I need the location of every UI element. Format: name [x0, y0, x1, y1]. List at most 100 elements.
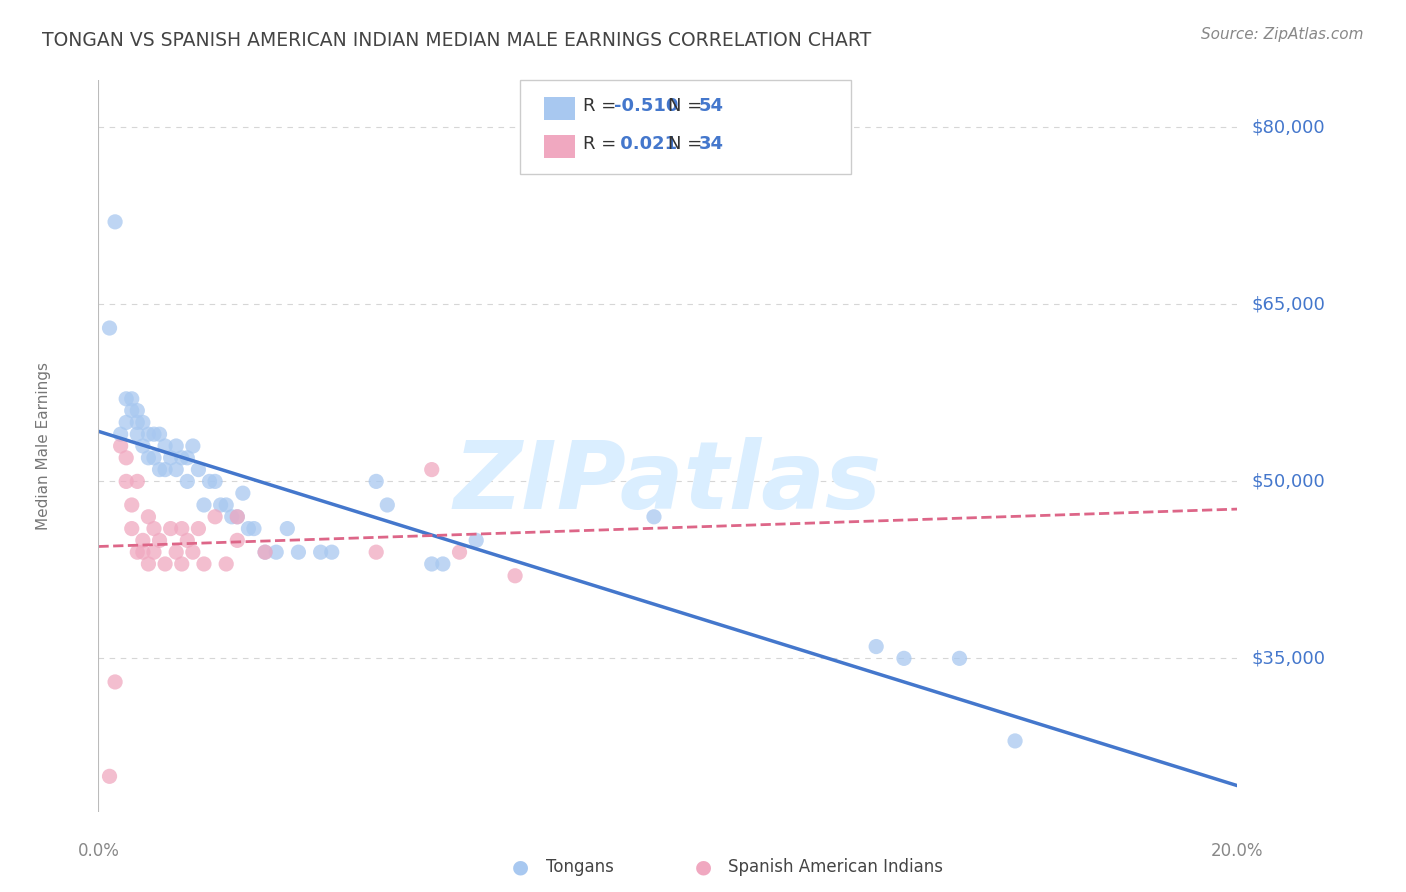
Text: N =: N = — [668, 135, 707, 153]
Point — [204, 509, 226, 524]
Point — [243, 522, 266, 536]
Point — [193, 498, 215, 512]
Point — [127, 403, 149, 417]
Point — [226, 533, 249, 548]
Point — [115, 450, 138, 465]
Text: ZIPatlas: ZIPatlas — [454, 436, 882, 529]
Point — [159, 450, 181, 465]
Text: 34: 34 — [699, 135, 724, 153]
Point — [170, 557, 193, 571]
Point — [276, 522, 298, 536]
Point — [264, 545, 287, 559]
Point — [165, 545, 187, 559]
Point — [1004, 734, 1026, 748]
Point — [181, 439, 204, 453]
Point — [187, 522, 209, 536]
Point — [204, 475, 226, 489]
Point — [254, 545, 277, 559]
Text: $50,000: $50,000 — [1251, 473, 1324, 491]
Point — [238, 522, 260, 536]
Text: 0.021: 0.021 — [614, 135, 678, 153]
Text: -0.510: -0.510 — [614, 97, 679, 115]
Point — [143, 427, 166, 442]
Point — [226, 509, 249, 524]
Point — [170, 522, 193, 536]
Point — [104, 675, 127, 690]
Point — [127, 475, 149, 489]
Text: Spanish American Indians: Spanish American Indians — [728, 858, 943, 876]
Point — [420, 462, 443, 476]
Point — [110, 439, 132, 453]
Point — [143, 522, 166, 536]
Point — [209, 498, 232, 512]
Point — [948, 651, 970, 665]
Point — [121, 522, 143, 536]
Point — [181, 545, 204, 559]
Point — [226, 509, 249, 524]
Point — [321, 545, 343, 559]
Point — [215, 498, 238, 512]
Point — [153, 439, 176, 453]
Point — [115, 475, 138, 489]
Point — [115, 416, 138, 430]
Point — [138, 557, 160, 571]
Point — [132, 439, 155, 453]
Point — [132, 416, 155, 430]
Point — [138, 450, 160, 465]
Point — [221, 509, 243, 524]
Point — [432, 557, 454, 571]
Point — [420, 557, 443, 571]
Point — [165, 462, 187, 476]
Point — [309, 545, 332, 559]
Point — [143, 450, 166, 465]
Text: Median Male Earnings: Median Male Earnings — [37, 362, 51, 530]
Point — [503, 568, 526, 582]
Point — [138, 427, 160, 442]
Text: 0.0%: 0.0% — [77, 842, 120, 860]
Point — [375, 498, 398, 512]
Point — [143, 545, 166, 559]
Text: $35,000: $35,000 — [1251, 649, 1326, 667]
Text: N =: N = — [668, 97, 707, 115]
Point — [287, 545, 309, 559]
Point — [159, 522, 181, 536]
Point — [121, 498, 143, 512]
Point — [198, 475, 221, 489]
Point — [232, 486, 254, 500]
Point — [893, 651, 915, 665]
Point — [127, 545, 149, 559]
Point — [153, 557, 176, 571]
Text: Tongans: Tongans — [546, 858, 613, 876]
Point — [121, 403, 143, 417]
Text: 20.0%: 20.0% — [1211, 842, 1264, 860]
Point — [176, 533, 198, 548]
Point — [165, 439, 187, 453]
Point — [127, 416, 149, 430]
Point — [193, 557, 215, 571]
Point — [187, 462, 209, 476]
Text: R =: R = — [583, 135, 623, 153]
Point — [110, 427, 132, 442]
Text: TONGAN VS SPANISH AMERICAN INDIAN MEDIAN MALE EARNINGS CORRELATION CHART: TONGAN VS SPANISH AMERICAN INDIAN MEDIAN… — [42, 31, 872, 50]
Point — [148, 533, 170, 548]
Text: $80,000: $80,000 — [1251, 119, 1324, 136]
Point — [98, 769, 121, 783]
Point — [176, 450, 198, 465]
Point — [132, 533, 155, 548]
Point — [215, 557, 238, 571]
Point — [98, 321, 121, 335]
Point — [366, 475, 388, 489]
Text: ●: ● — [512, 857, 529, 877]
Point — [138, 509, 160, 524]
Point — [465, 533, 488, 548]
Text: 54: 54 — [699, 97, 724, 115]
Point — [643, 509, 665, 524]
Point — [170, 450, 193, 465]
Point — [148, 427, 170, 442]
Text: $65,000: $65,000 — [1251, 295, 1324, 313]
Text: Source: ZipAtlas.com: Source: ZipAtlas.com — [1201, 27, 1364, 42]
Point — [121, 392, 143, 406]
Point — [153, 462, 176, 476]
Point — [366, 545, 388, 559]
Point — [132, 545, 155, 559]
